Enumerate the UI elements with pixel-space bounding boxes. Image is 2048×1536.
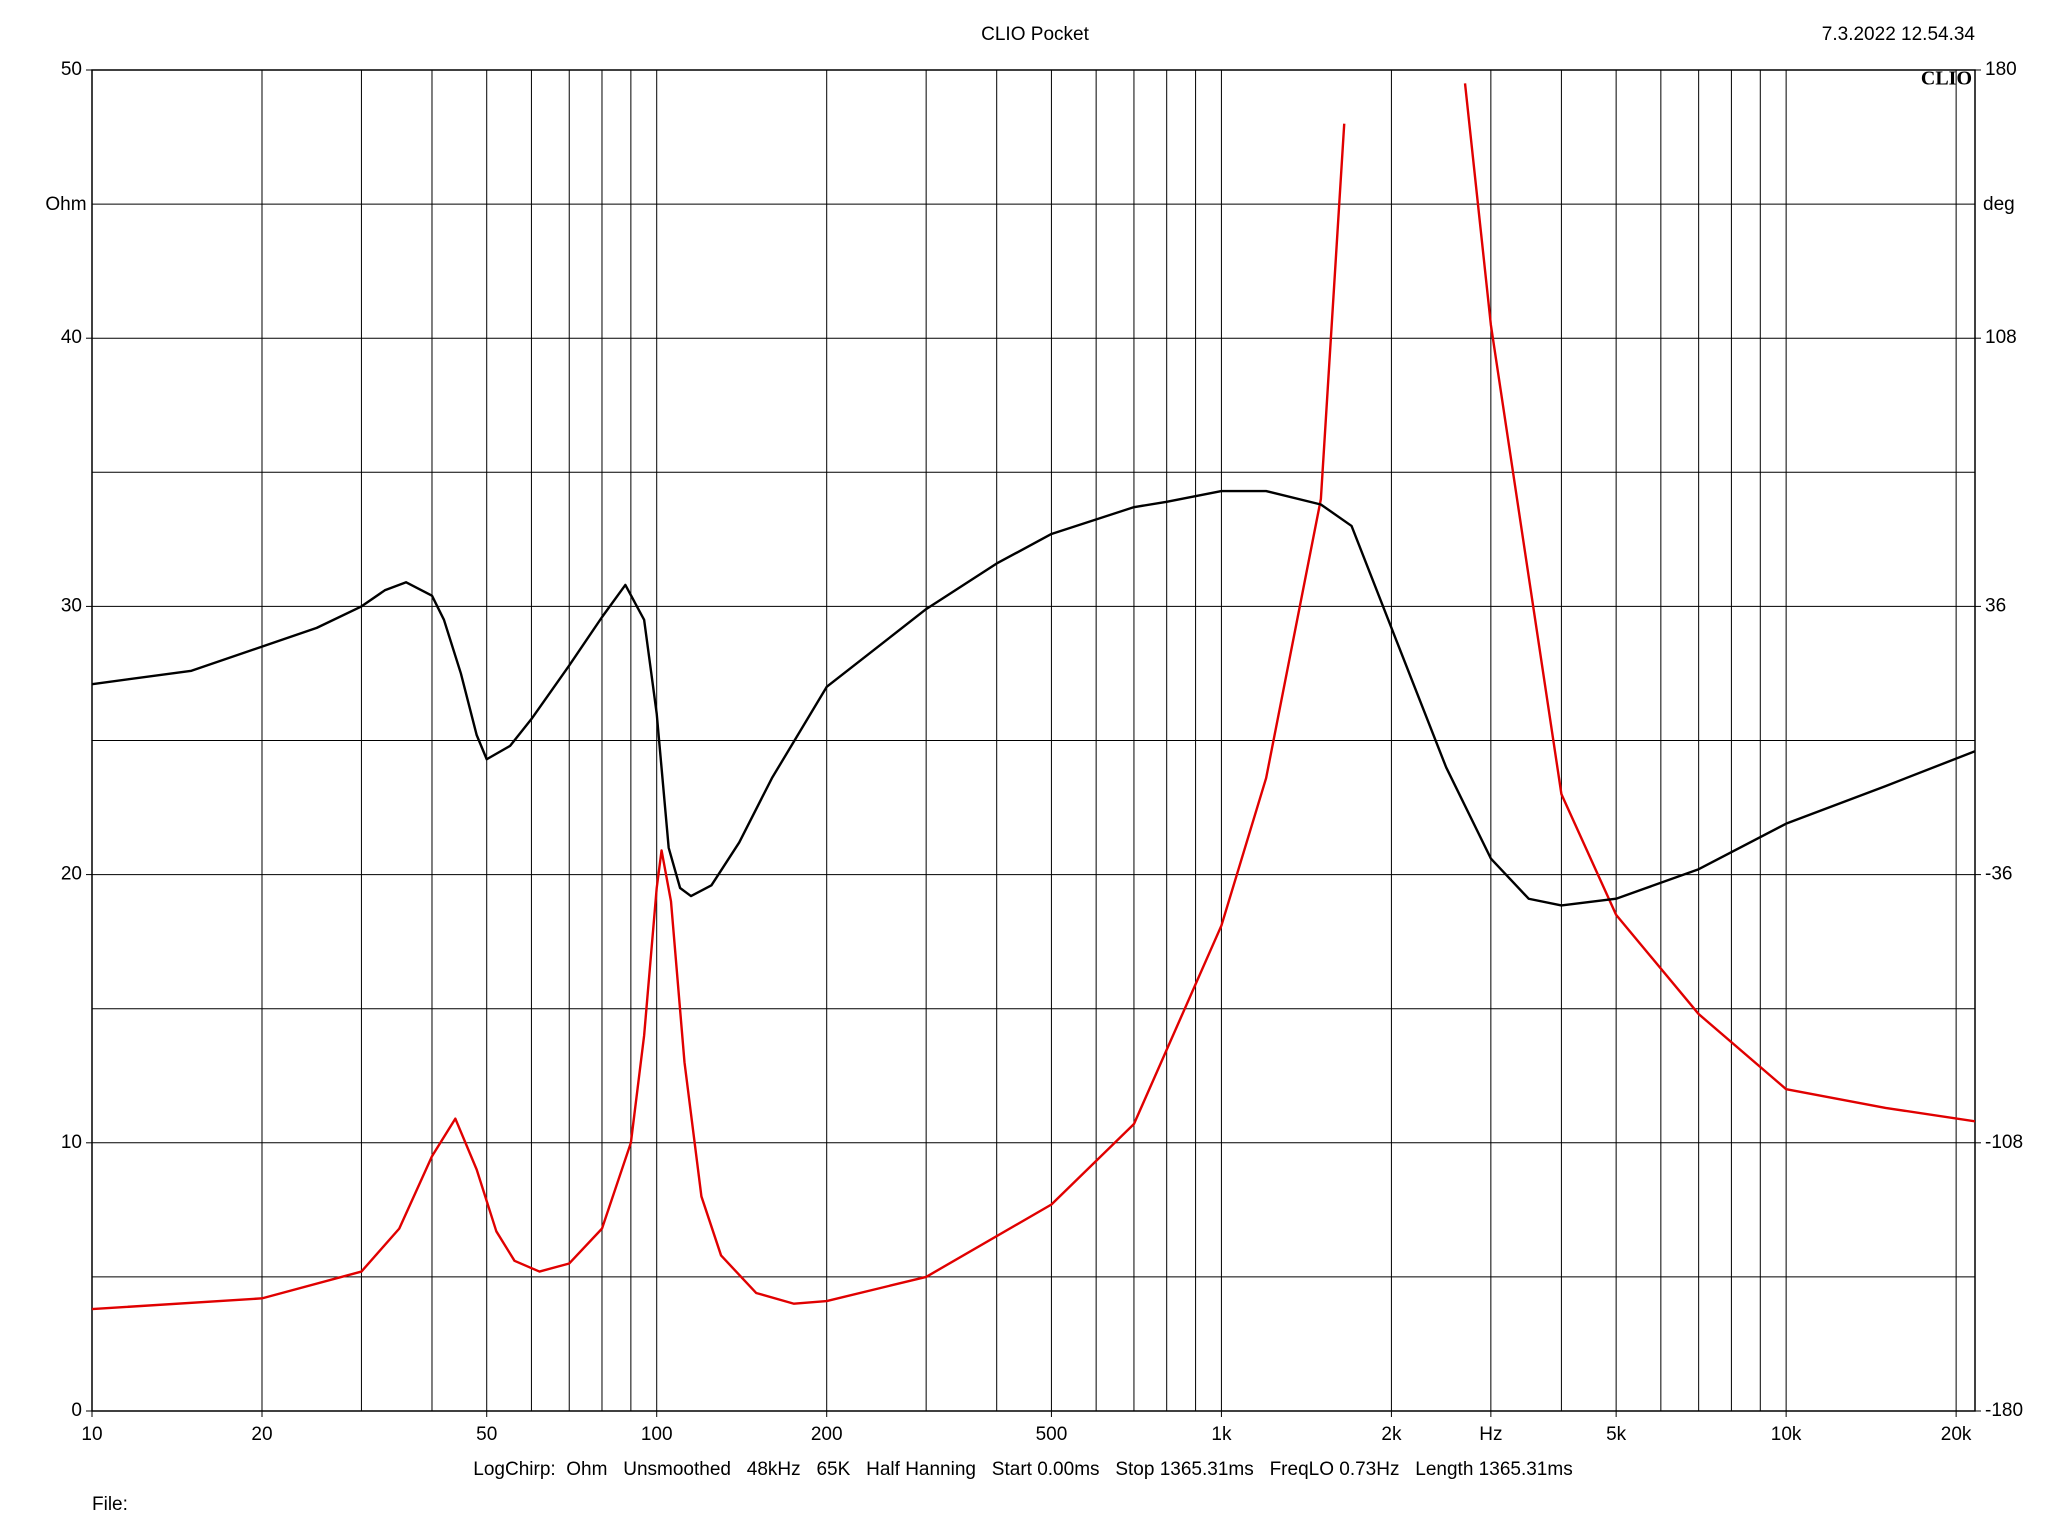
y2-unit-label: deg	[1983, 194, 2015, 215]
logo: CLIO	[1921, 68, 1972, 90]
x-tick-label: Hz	[1479, 1424, 1502, 1445]
y2-tick-label: 108	[1985, 327, 2017, 348]
x-tick-label: 500	[1036, 1424, 1068, 1445]
x-tick-label: 5k	[1606, 1424, 1627, 1445]
curve	[92, 83, 1975, 1311]
x-tick-label: 200	[811, 1424, 843, 1445]
x-tick-label: 10	[81, 1424, 102, 1445]
y2-tick-label: 36	[1985, 595, 2006, 616]
chart-title: CLIO Pocket	[981, 24, 1089, 45]
y2-tick-label: 180	[1985, 59, 2017, 80]
y-tick-label: 50	[61, 59, 82, 80]
y-tick-label: 10	[61, 1132, 82, 1153]
y2-tick-label: -36	[1985, 864, 2012, 885]
plot-border	[91, 69, 1976, 1412]
x-tick-label: 100	[641, 1424, 673, 1445]
y2-tick-label: -180	[1985, 1400, 2023, 1421]
x-tick-label: 50	[476, 1424, 497, 1445]
footer: LogChirp: Ohm Unsmoothed 48kHz 65K Half …	[473, 1459, 1572, 1480]
date: 7.3.2022 12.54.34	[1822, 24, 1976, 45]
y-tick-label: 30	[61, 595, 82, 616]
y2-tick-label: -108	[1985, 1132, 2023, 1153]
curve	[92, 489, 1975, 907]
y-tick-label: 0	[71, 1400, 82, 1421]
y-tick-label: 40	[61, 327, 82, 348]
x-tick-label: 1k	[1211, 1424, 1232, 1445]
y-tick-label: 20	[61, 864, 82, 885]
file-label: File:	[92, 1494, 128, 1515]
x-tick-label: 20	[251, 1424, 272, 1445]
x-tick-label: 10k	[1771, 1424, 1802, 1445]
x-tick-label: 2k	[1381, 1424, 1402, 1445]
y-unit-label: Ohm	[45, 194, 86, 215]
x-tick-label: 20k	[1941, 1424, 1972, 1445]
